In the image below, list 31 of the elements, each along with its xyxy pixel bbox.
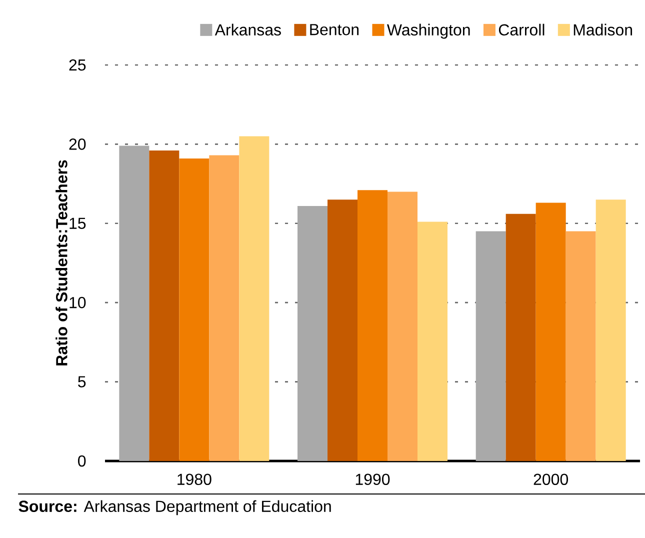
bar [239,136,270,461]
bar [209,155,240,461]
y-tick-label: 20 [69,138,86,150]
y-tick-label: 0 [78,455,86,467]
legend-label: Madison [574,24,632,36]
legend-label: Benton [310,24,359,36]
legend-label: Arkansas [214,24,281,36]
bar [328,200,358,461]
y-axis-title: Ratio of Students:Teachers [56,160,68,366]
y-tick-label: 10 [70,296,86,308]
bar [388,192,418,461]
bar [536,202,566,461]
x-tick-label: 2000 [534,474,568,486]
bar [506,214,536,461]
bar [358,190,388,461]
bar [149,150,180,461]
bar [476,231,506,461]
bar [119,146,150,461]
y-tick-label: 5 [78,376,86,388]
x-tick-label: 1980 [178,474,212,486]
legend-label: Carroll [498,24,544,36]
bar [418,222,448,461]
text: Source: Arkansas Department of Education [18,500,331,516]
bar [179,158,210,461]
y-tick-label: 25 [69,59,86,71]
y-tick-label: 15 [70,218,86,229]
bar [566,231,596,461]
bar [298,206,328,461]
x-tick-label: 1990 [356,474,390,486]
bar [596,200,626,461]
legend-label: Washington [386,24,470,39]
